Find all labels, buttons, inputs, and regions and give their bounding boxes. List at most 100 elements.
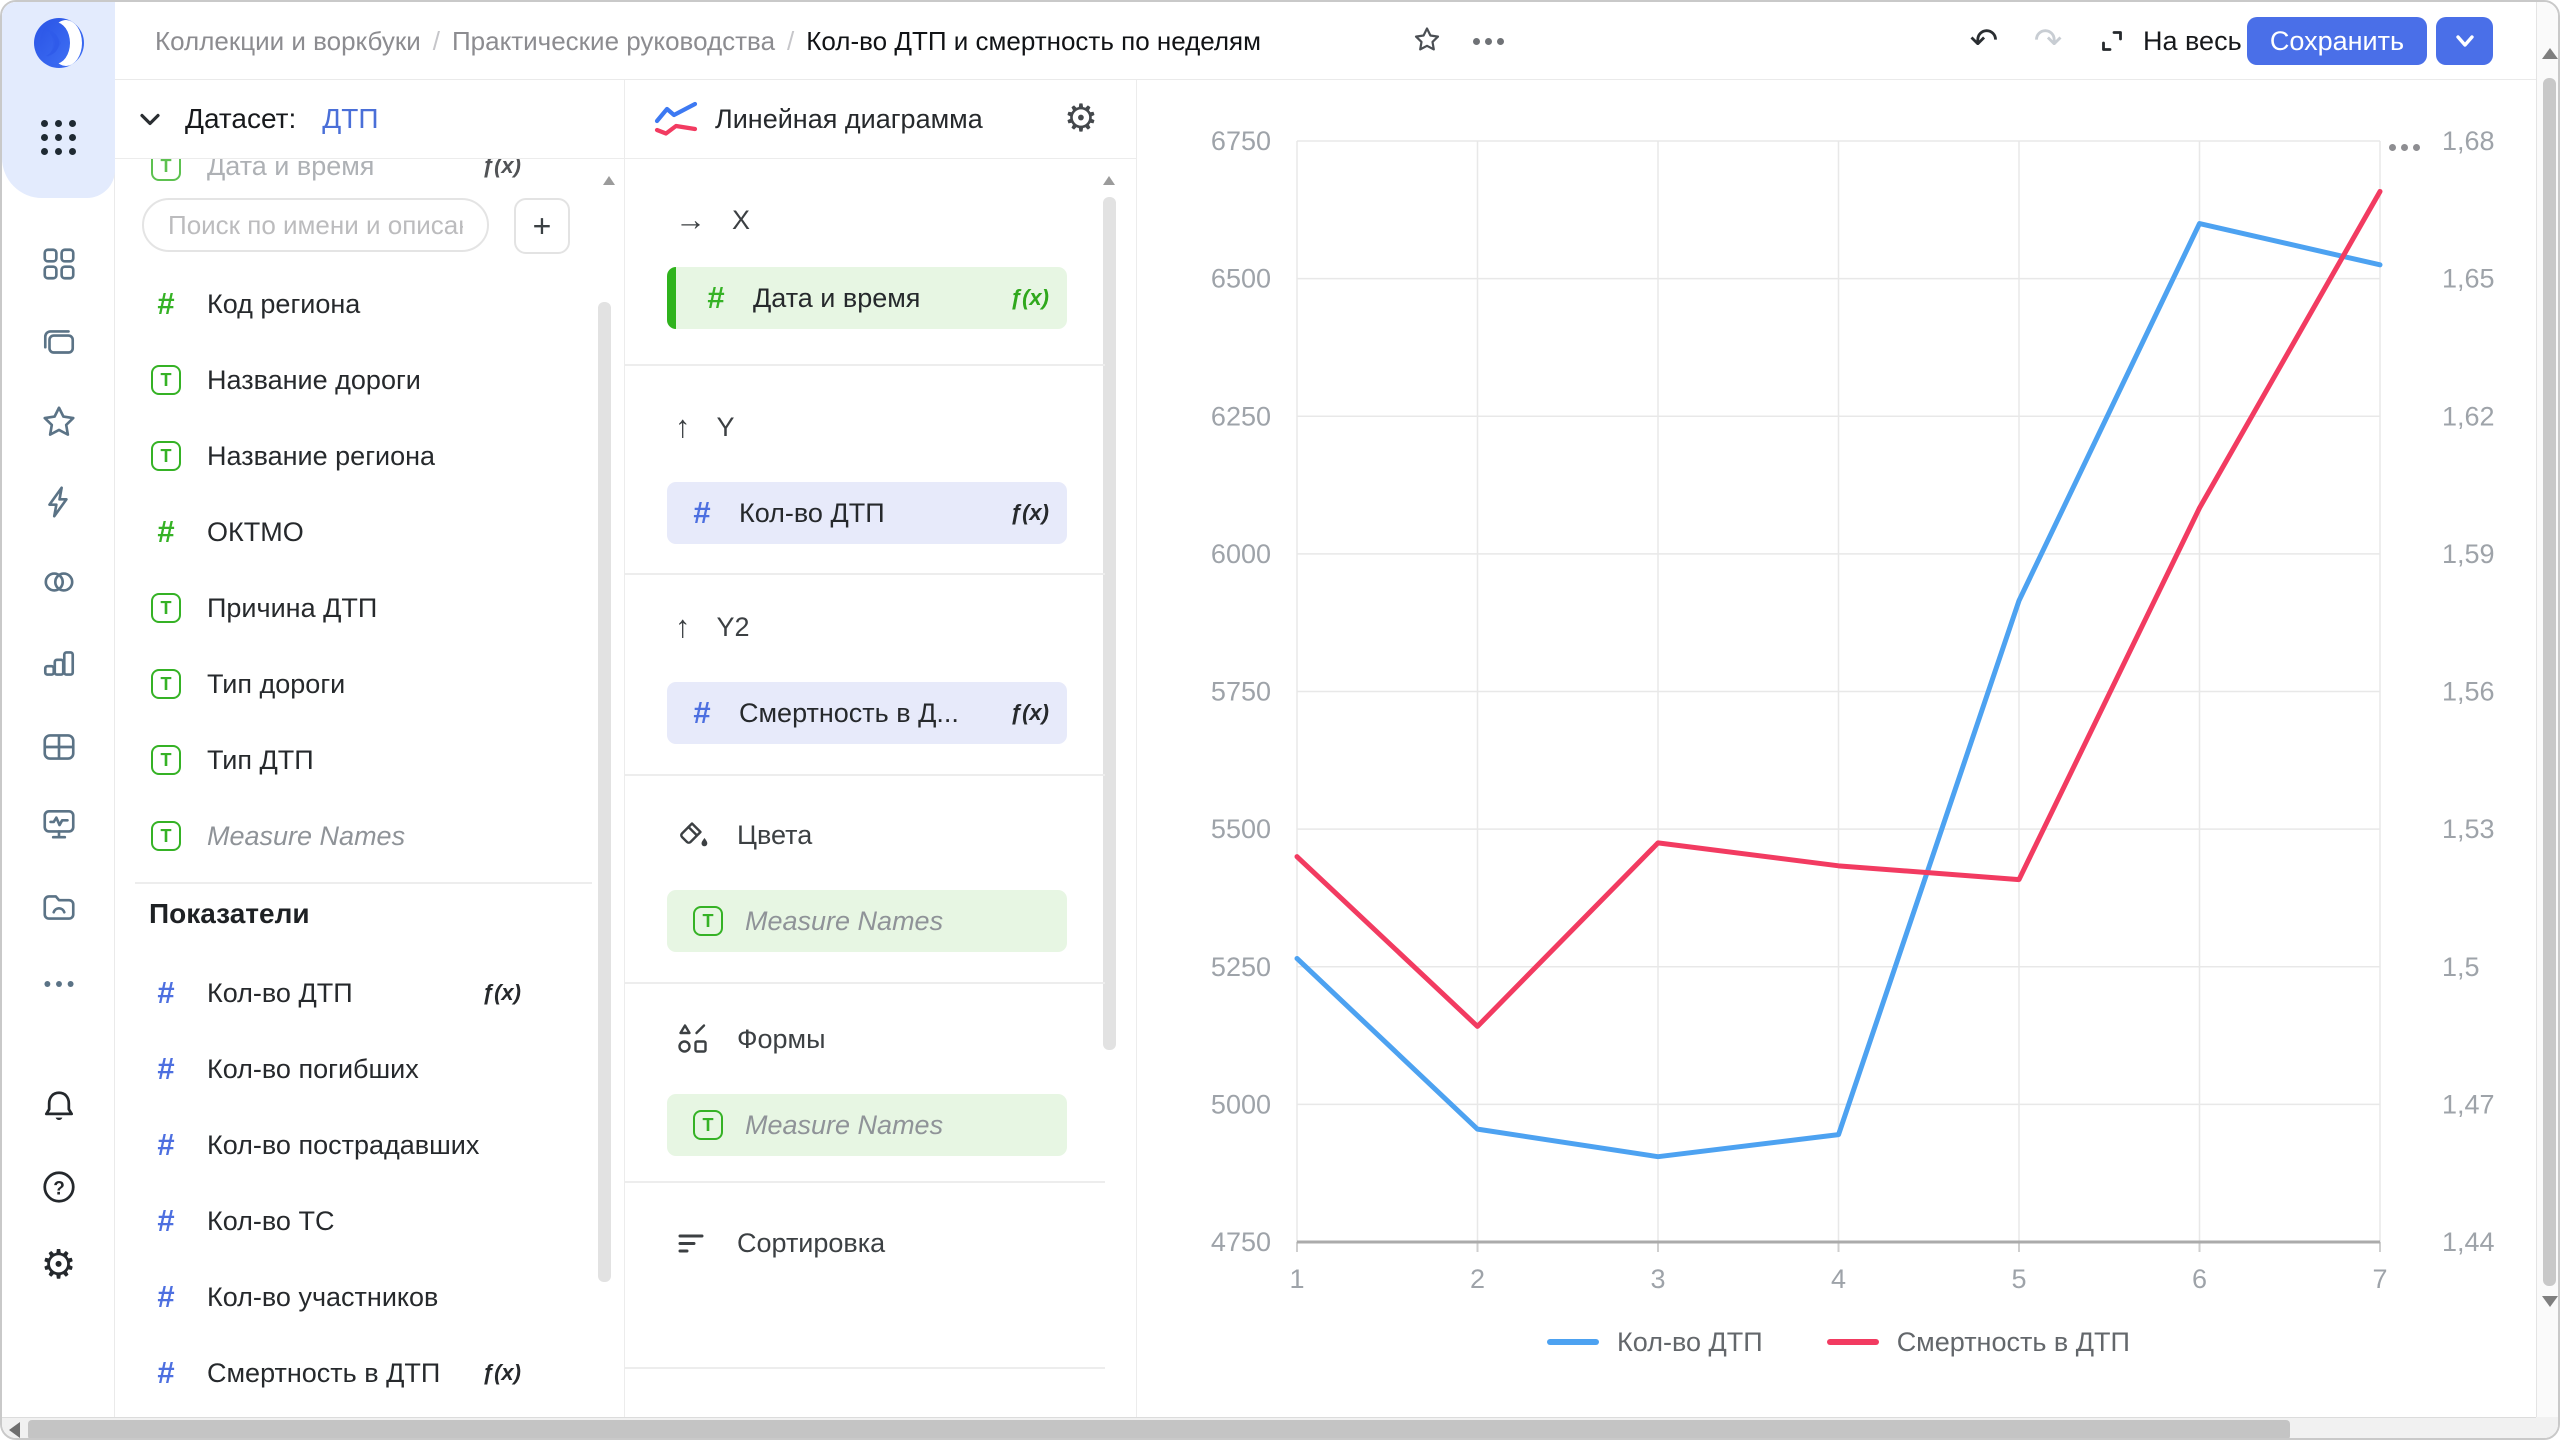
arrow-up-icon: ↑ <box>675 609 691 644</box>
more-menu-icon[interactable] <box>1463 2 1513 80</box>
save-button[interactable]: Сохранить <box>2247 17 2427 65</box>
x-tick-label: 1 <box>1289 1264 1304 1294</box>
number-field-icon: # <box>693 495 711 530</box>
legend-item[interactable]: Кол-во ДТП <box>1547 1327 1763 1358</box>
arrow-up-icon: ↑ <box>675 409 691 444</box>
measure-row[interactable]: # Смертность в ДТП ƒ(x) <box>135 1343 535 1403</box>
field-row-measure-names[interactable]: T Measure Names <box>135 806 535 866</box>
field-row[interactable]: # ОКТМО <box>135 502 535 562</box>
expand-icon[interactable] <box>2090 2 2134 80</box>
left-axis-tick: 6750 <box>1211 126 1271 156</box>
paint-bucket-icon <box>680 822 708 847</box>
section-sort: Сортировка <box>675 1223 885 1263</box>
scroll-down-arrow[interactable] <box>2542 1296 2558 1307</box>
colors-field-pill[interactable]: T Measure Names <box>667 890 1067 952</box>
section-y2: ↑ Y2 <box>675 609 750 644</box>
redo-icon[interactable]: ↷ <box>2033 22 2063 60</box>
measure-row[interactable]: # Кол-во ДТП ƒ(x) <box>135 963 535 1023</box>
help-question-icon[interactable]: ? <box>2 1168 115 1206</box>
datasets-venn-icon[interactable] <box>2 563 115 601</box>
number-field-icon: # <box>707 280 725 315</box>
dataset-scroll-up-arrow[interactable] <box>603 176 615 185</box>
measure-row[interactable]: # Кол-во участников <box>135 1267 535 1327</box>
text-field-icon: T <box>151 669 181 699</box>
field-row[interactable]: T Причина ДТП <box>135 578 535 638</box>
shapes-icon <box>678 1024 707 1053</box>
chart-settings-gear-icon[interactable]: ⚙ <box>1063 98 1098 140</box>
formula-badge: ƒ(x) <box>1009 285 1049 310</box>
field-row[interactable]: T Тип ДТП <box>135 730 535 790</box>
storage-folder-icon[interactable] <box>2 888 115 926</box>
arrow-right-icon: → <box>675 202 706 237</box>
right-axis-tick: 1,53 <box>2442 814 2495 844</box>
favorites-star-icon[interactable] <box>2 403 115 441</box>
text-field-icon: T <box>151 593 181 623</box>
text-field-icon: T <box>151 745 181 775</box>
section-colors: Цвета <box>675 815 812 855</box>
field-row[interactable]: # Код региона <box>135 274 535 334</box>
vertical-scrollbar[interactable] <box>2536 2 2558 1417</box>
dataset-name-link[interactable]: ДТП <box>322 103 379 134</box>
left-axis-tick: 5500 <box>1211 814 1271 844</box>
breadcrumb-guides[interactable]: Практические руководства <box>451 25 776 56</box>
text-field-icon: T <box>151 821 181 851</box>
add-field-button[interactable]: + <box>514 198 570 254</box>
section-y: ↑ Y <box>675 409 735 444</box>
settings-gear-icon[interactable]: ⚙ <box>40 1243 77 1287</box>
series-line-y2[interactable] <box>1294 188 2383 1029</box>
save-dropdown-button[interactable] <box>2436 17 2493 65</box>
line-chart-type-icon[interactable] <box>653 100 699 138</box>
breadcrumb-current-title: Кол-во ДТП и смертность по неделям <box>806 25 1262 56</box>
collections-icon[interactable] <box>2 324 115 362</box>
fields-divider <box>135 882 592 884</box>
field-row[interactable]: T Название дороги <box>135 350 535 410</box>
clipped-field-row[interactable]: T Дата и время ƒ(x) <box>115 159 624 186</box>
favorite-star-icon[interactable] <box>1405 2 1449 80</box>
formula-badge: ƒ(x) <box>481 980 521 1005</box>
legend-swatch <box>1547 1339 1600 1345</box>
left-axis-tick: 4750 <box>1211 1227 1271 1257</box>
number-field-icon: # <box>157 1051 175 1086</box>
datalens-logo[interactable] <box>2 17 115 69</box>
undo-icon[interactable]: ↶ <box>1969 22 1999 60</box>
apps-grid-icon[interactable] <box>2 120 115 155</box>
notifications-bell-icon[interactable] <box>2 1087 115 1125</box>
dataset-collapse-chevron-icon[interactable] <box>137 106 163 132</box>
shapes-field-pill[interactable]: T Measure Names <box>667 1094 1067 1156</box>
x-field-pill[interactable]: # Дата и время ƒ(x) <box>667 267 1067 329</box>
scroll-up-arrow[interactable] <box>2542 48 2558 59</box>
search-input[interactable] <box>142 198 489 252</box>
chart-menu-icon[interactable] <box>2389 144 2420 151</box>
horizontal-scrollbar-thumb[interactable] <box>28 1420 2290 1438</box>
field-row[interactable]: T Тип дороги <box>135 654 535 714</box>
vertical-scrollbar-thumb[interactable] <box>2543 78 2556 1286</box>
dataset-scrollbar-thumb[interactable] <box>598 302 611 1282</box>
chart-type-title: Линейная диаграмма <box>715 103 983 134</box>
series-line-y[interactable] <box>1294 221 2383 1160</box>
monitoring-icon[interactable] <box>2 805 115 843</box>
dashboards-icon[interactable] <box>2 245 115 283</box>
connections-bolt-icon[interactable] <box>2 483 115 521</box>
section-divider <box>625 774 1105 776</box>
formula-badge: ƒ(x) <box>481 1360 521 1385</box>
y-field-pill[interactable]: # Кол-во ДТП ƒ(x) <box>667 482 1067 544</box>
charts-bars-icon[interactable] <box>2 644 115 682</box>
chart-type-header: Линейная диаграмма ⚙ <box>625 80 1136 159</box>
number-field-icon: # <box>157 514 175 549</box>
tables-icon[interactable] <box>2 728 115 766</box>
y2-field-pill[interactable]: # Смертность в Д... ƒ(x) <box>667 682 1067 744</box>
measure-row[interactable]: # Кол-во ТС <box>135 1191 535 1251</box>
legend-item[interactable]: Смертность в ДТП <box>1826 1327 2130 1358</box>
scroll-left-arrow[interactable] <box>9 1422 20 1438</box>
measure-row[interactable]: # Кол-во погибших <box>135 1039 535 1099</box>
horizontal-scrollbar[interactable] <box>2 1417 2558 1438</box>
field-row[interactable]: T Название региона <box>135 426 535 486</box>
breadcrumb-collections[interactable]: Коллекции и воркбуки <box>155 25 421 56</box>
dataset-label: Датасет: <box>185 103 297 134</box>
line-chart: 1 2 3 4 5 6 7 6750 1,68 6500 1,65 6250 1,62 6000 1,59 5… <box>1211 126 2495 1294</box>
rail-more-icon[interactable] <box>2 965 115 1003</box>
config-scrollbar-thumb[interactable] <box>1103 197 1116 1050</box>
measure-row[interactable]: # Кол-во пострадавших <box>135 1115 535 1175</box>
config-scroll-up-arrow[interactable] <box>1103 176 1115 185</box>
section-divider <box>625 1367 1105 1369</box>
